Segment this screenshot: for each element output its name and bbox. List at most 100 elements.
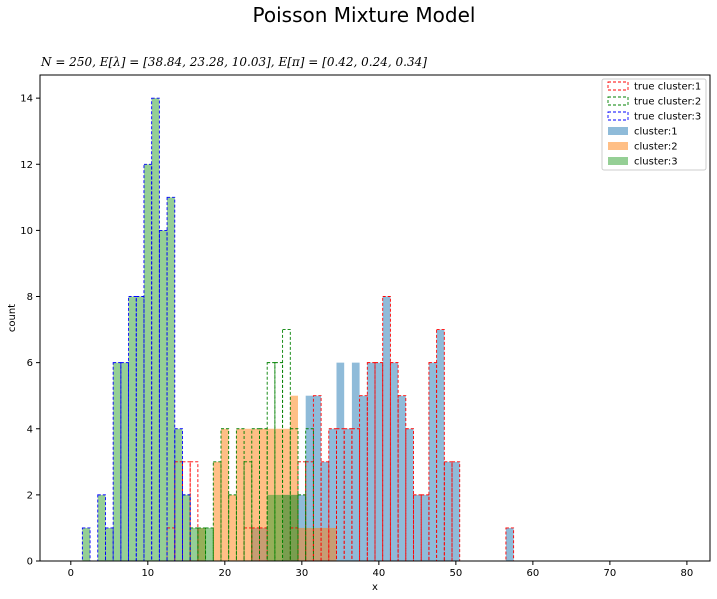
bar-cluster-1 (505, 527, 514, 561)
bar-cluster-2 (236, 428, 245, 561)
bar-cluster-1 (359, 395, 368, 561)
bar-cluster-1 (398, 395, 406, 561)
bar-cluster-3 (136, 296, 144, 561)
bar-cluster-3 (128, 296, 137, 561)
bar-cluster-1 (452, 461, 460, 561)
series-cluster-3 (82, 98, 298, 562)
bar-cluster-3 (143, 164, 152, 561)
plot-area (81, 97, 515, 562)
bar-cluster-2 (313, 527, 322, 561)
bar-cluster-2 (213, 461, 221, 561)
bar-cluster-3 (190, 527, 198, 561)
bar-cluster-2 (228, 494, 237, 561)
legend-swatch (608, 127, 628, 135)
bar-cluster-1 (321, 461, 329, 561)
bar-cluster-3 (151, 98, 160, 562)
y-tick-label: 10 (20, 226, 33, 237)
legend-label: cluster:2 (634, 142, 678, 153)
legend-item-cluster-2: cluster:2 (608, 142, 678, 153)
legend-label: cluster:3 (634, 157, 678, 168)
x-tick-label: 60 (527, 568, 540, 579)
bar-cluster-1 (444, 461, 453, 561)
legend-label: true cluster:1 (634, 82, 701, 93)
y-axis-label: count (7, 304, 18, 332)
x-tick-label: 80 (681, 568, 694, 579)
legend-swatch (607, 96, 629, 106)
y-axis: 0 2 4 6 8 10 12 14 (20, 94, 40, 568)
legend-item-true-cluster-3: true cluster:3 (607, 111, 701, 123)
x-tick-label: 10 (141, 568, 154, 579)
bar-cluster-1 (375, 362, 383, 561)
bar-cluster-2 (290, 395, 298, 561)
outline-bar-true-cluster-3 (120, 362, 130, 562)
bar-cluster-3 (159, 230, 168, 561)
bar-cluster-1 (413, 494, 422, 561)
bar-cluster-3 (174, 428, 183, 561)
legend-swatch (607, 81, 629, 91)
bar-cluster-3 (82, 527, 91, 561)
y-tick-label: 14 (20, 94, 33, 105)
bar-cluster-1 (390, 362, 399, 561)
legend-item-true-cluster-2: true cluster:2 (607, 96, 701, 108)
y-tick-label: 12 (20, 160, 33, 171)
legend: true cluster:1 true cluster:2 true cluster… (601, 78, 707, 171)
bar-cluster-3 (205, 527, 214, 561)
x-tick-label: 50 (449, 568, 462, 579)
bar-cluster-1 (328, 428, 337, 561)
bar-cluster-3 (167, 197, 175, 561)
bar-cluster-3 (97, 494, 106, 561)
x-tick-label: 0 (68, 568, 74, 579)
legend-swatch (607, 111, 629, 121)
bar-cluster-1 (351, 362, 360, 561)
y-tick-label: 2 (27, 490, 33, 501)
chart-subtitle: N = 250, E[λ] = [38.84, 23.28, 10.03], E… (40, 55, 427, 69)
y-tick-label: 4 (27, 424, 33, 435)
legend-swatch (608, 157, 628, 165)
bar-cluster-3 (182, 494, 191, 561)
bar-cluster-2 (321, 527, 329, 561)
bar-cluster-1 (367, 362, 375, 561)
bar-cluster-3 (282, 494, 291, 561)
bar-cluster-3 (120, 362, 129, 561)
legend-label: true cluster:3 (634, 112, 701, 123)
x-tick-label: 30 (295, 568, 308, 579)
bar-cluster-1 (428, 362, 437, 561)
bar-cluster-2 (220, 428, 229, 561)
x-axis: 0 10 20 30 40 50 60 70 80 (68, 561, 694, 579)
y-tick-label: 8 (27, 292, 33, 303)
bar-cluster-3 (274, 494, 283, 561)
bar-cluster-3 (267, 494, 275, 561)
chart-title: Poisson Mixture Model (253, 3, 476, 27)
bar-cluster-1 (421, 494, 429, 561)
x-tick-label: 70 (604, 568, 617, 579)
bar-cluster-1 (336, 362, 345, 561)
bar-cluster-1 (313, 395, 322, 561)
bar-cluster-1 (436, 329, 445, 561)
bar-cluster-2 (297, 527, 306, 561)
bar-cluster-2 (244, 428, 252, 561)
legend-label: cluster:1 (634, 127, 678, 138)
bar-cluster-3 (113, 362, 121, 561)
bar-cluster-2 (305, 527, 314, 561)
bar-cluster-1 (305, 395, 314, 561)
bar-cluster-3 (105, 527, 114, 561)
bar-cluster-3 (290, 494, 298, 561)
legend-item-true-cluster-1: true cluster:1 (607, 81, 701, 93)
bar-cluster-2 (259, 428, 268, 561)
x-tick-label: 20 (218, 568, 231, 579)
x-tick-label: 40 (372, 568, 385, 579)
bar-cluster-2 (251, 428, 260, 561)
y-tick-label: 6 (27, 358, 33, 369)
bar-cluster-3 (197, 527, 206, 561)
bar-cluster-2 (328, 527, 337, 561)
legend-item-cluster-3: cluster:3 (608, 157, 678, 168)
legend-item-cluster-1: cluster:1 (608, 127, 678, 138)
axes-frame (39, 74, 711, 562)
outline-bar-true-cluster-1 (374, 362, 384, 562)
legend-label: true cluster:2 (634, 97, 701, 108)
legend-swatch (608, 142, 628, 150)
y-tick-label: 0 (27, 557, 33, 568)
bar-cluster-1 (344, 428, 352, 561)
x-axis-label: x (372, 582, 378, 593)
